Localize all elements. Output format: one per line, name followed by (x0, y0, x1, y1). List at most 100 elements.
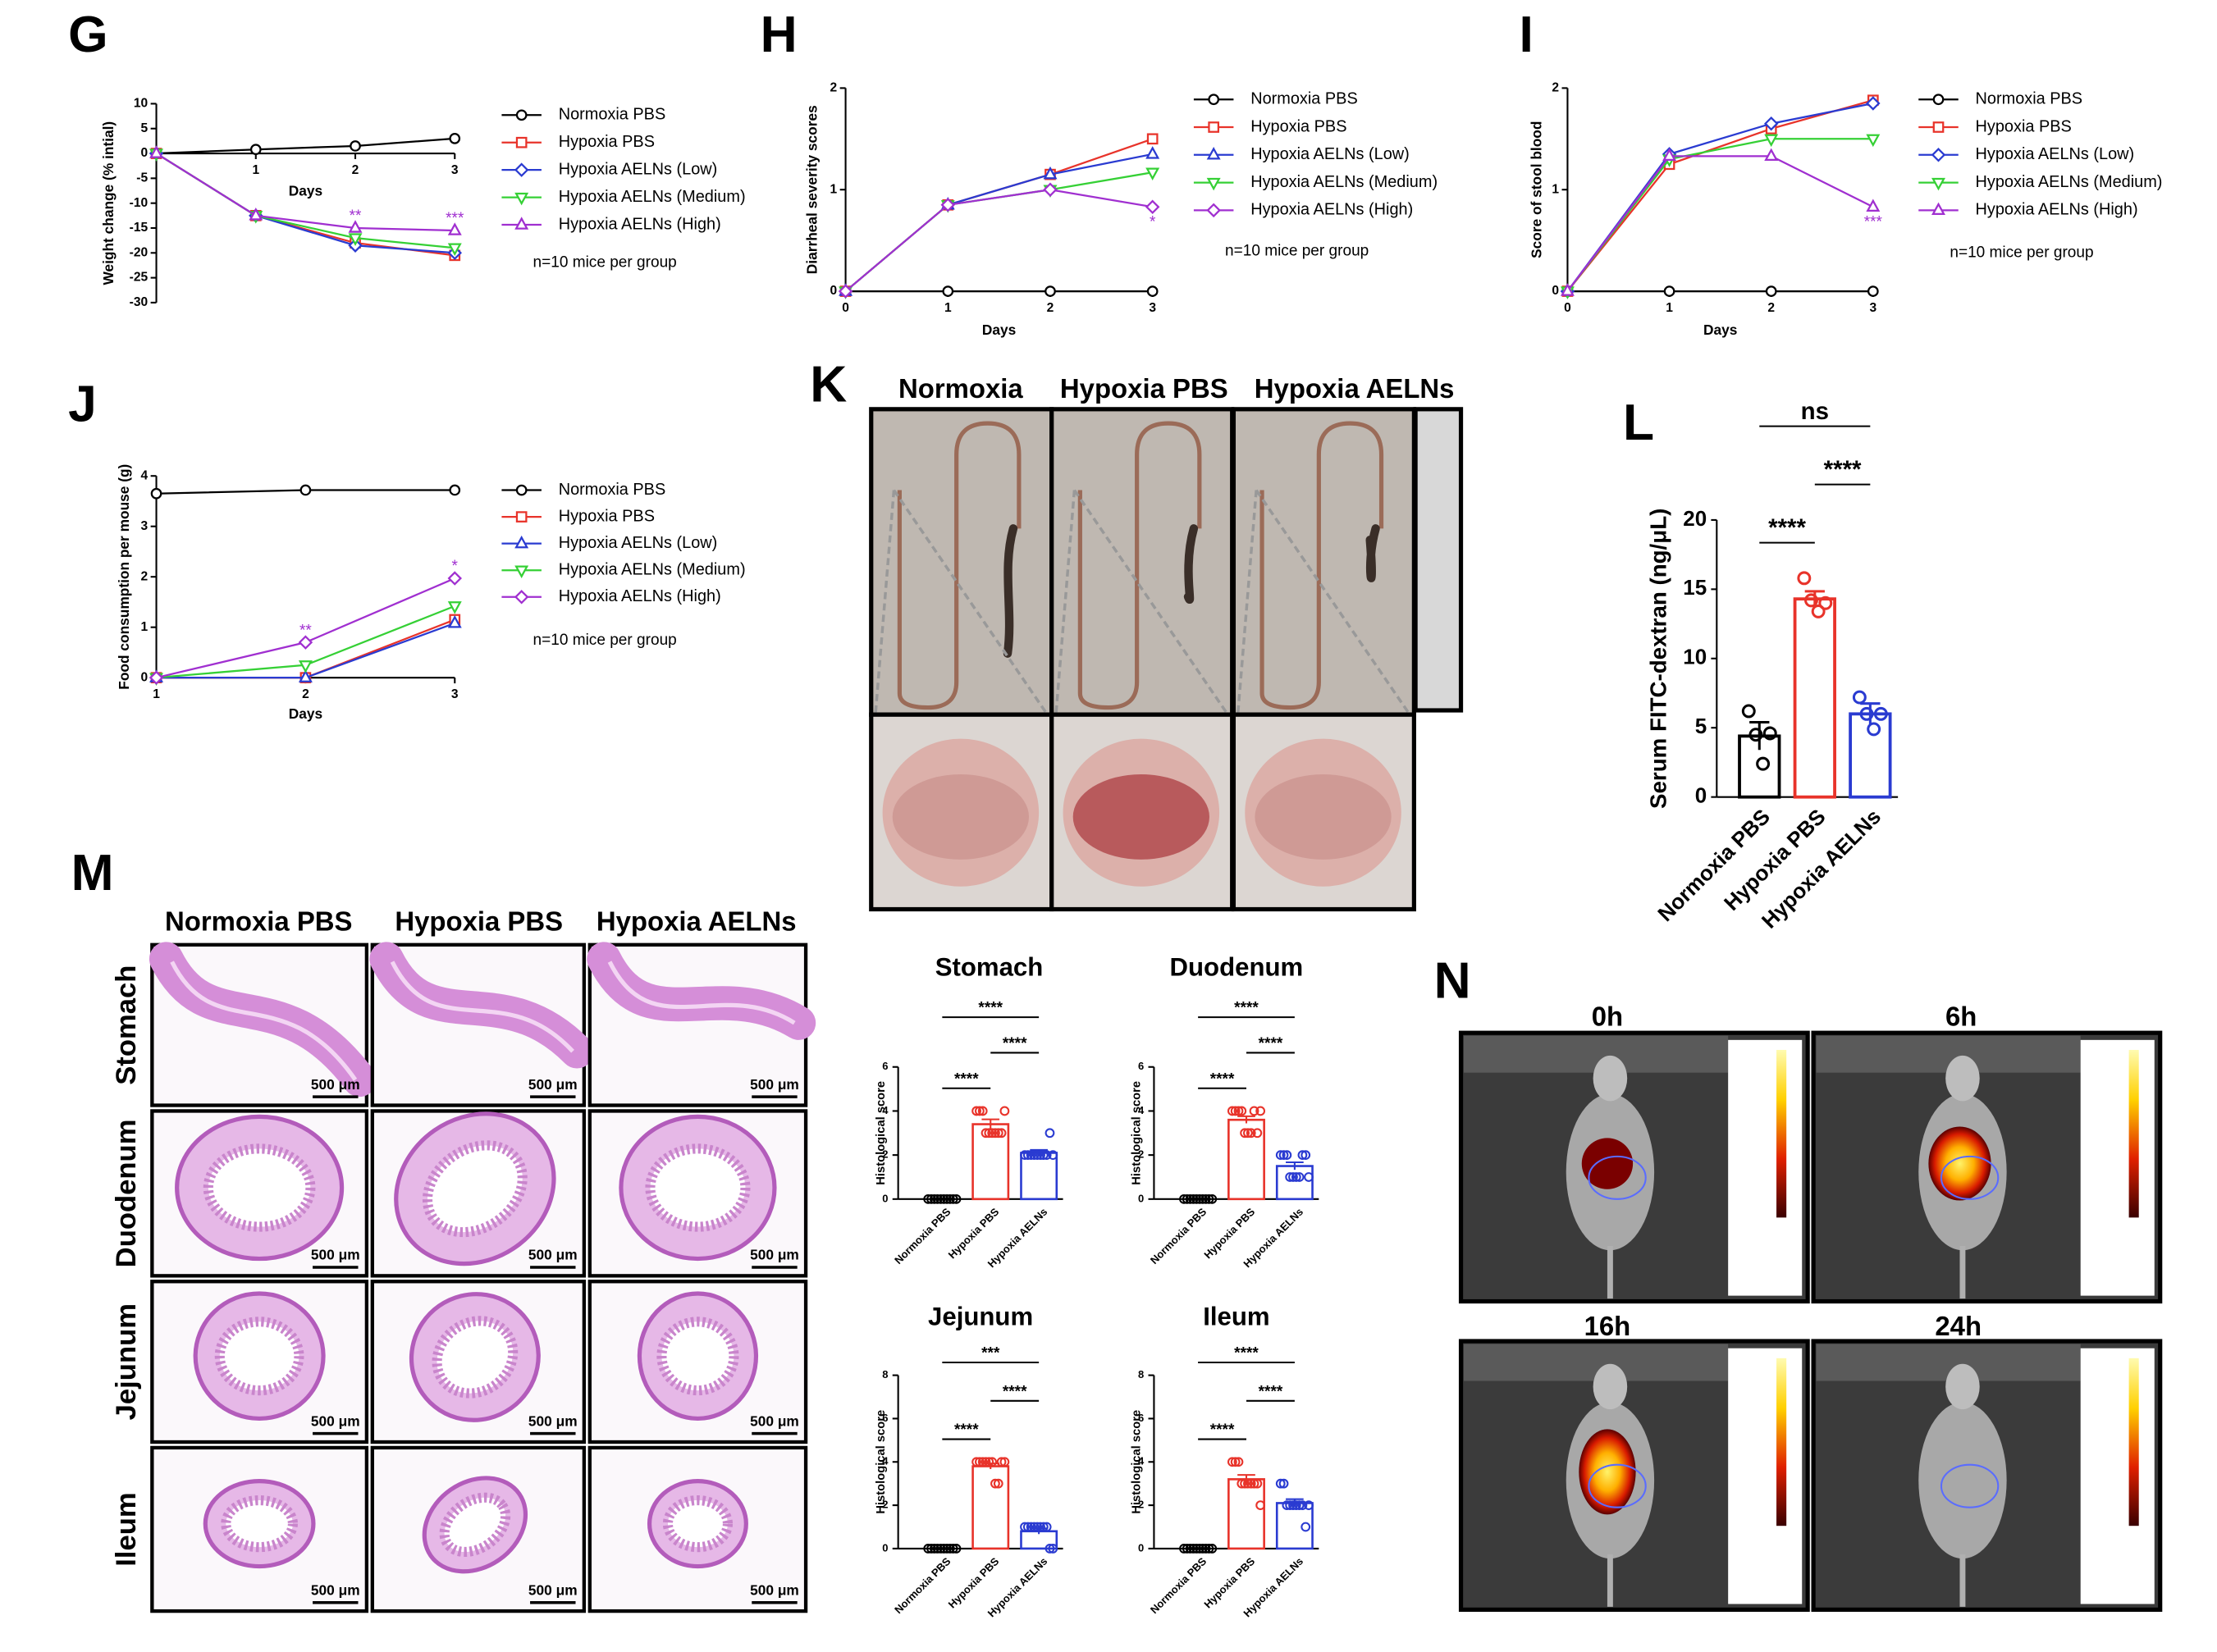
x-tick-label: 0 (842, 301, 849, 315)
colorbar (1776, 1049, 1787, 1218)
tissue-lumen (656, 1317, 739, 1396)
x-axis-label: Days (1703, 322, 1737, 338)
data-point (996, 1128, 1007, 1139)
tissue-lumen (221, 1495, 298, 1553)
data-point (1291, 1172, 1301, 1182)
series-line (156, 137, 455, 155)
x-tick-label: 1 (153, 687, 160, 701)
legend-label: Hypoxia PBS (559, 507, 655, 525)
roi (1588, 1155, 1647, 1200)
data-point (977, 1457, 988, 1467)
data-point (1243, 1128, 1253, 1139)
data-point (1300, 1150, 1311, 1161)
data-point (971, 1106, 981, 1116)
significance: **** (1210, 1422, 1235, 1439)
y-tick-label: 8 (1138, 1368, 1144, 1380)
significance: *** (446, 210, 464, 227)
y-tick-label: 10 (1683, 645, 1707, 669)
scale-bar-label: 500 μm (528, 1412, 578, 1429)
y-tick-label: 2 (882, 1148, 888, 1161)
data-point (1748, 728, 1763, 742)
panel-letter: G (68, 7, 107, 63)
data-point (1146, 285, 1159, 297)
error-bar (1749, 720, 1770, 751)
data-point (1297, 1500, 1308, 1510)
data-point (447, 614, 462, 628)
panel-letter: K (810, 356, 847, 413)
data-point (1818, 596, 1833, 610)
data-point (447, 571, 463, 586)
error-bar (1237, 1115, 1255, 1124)
y-tick-label: 0 (882, 1192, 888, 1204)
legend-marker (1206, 203, 1221, 218)
data-point (1764, 148, 1779, 162)
legend-label: Hypoxia AELNs (High) (1250, 201, 1413, 219)
y-tick-label: 20 (1683, 506, 1707, 531)
x-tick-label: 0 (1564, 301, 1571, 315)
data-point (1045, 1128, 1055, 1139)
y-tick-label: 0 (830, 284, 838, 298)
y-tick-label: 2 (140, 569, 148, 583)
data-point (1207, 1193, 1218, 1204)
data-point (996, 1457, 1007, 1467)
data-point (940, 198, 956, 212)
data-point (249, 144, 262, 156)
data-point (1188, 1544, 1199, 1554)
legend-label: Hypoxia AELNs (Medium) (559, 188, 746, 206)
data-point (1278, 1150, 1289, 1161)
data-point (1182, 1193, 1192, 1204)
tissue-lumen (170, 961, 358, 1081)
tissue-lumen (203, 1143, 316, 1232)
scale-bar-label: 500 μm (750, 1412, 799, 1429)
data-point (1859, 706, 1874, 721)
data-point (1191, 1544, 1202, 1554)
y-axis-label: Food consumption per mouse (g) (116, 464, 132, 690)
data-point (1204, 1193, 1214, 1204)
x-axis-label: Days (289, 705, 322, 722)
legend-marker (1932, 94, 1945, 106)
time-label: 6h (1945, 1002, 1977, 1032)
data-point (1866, 199, 1881, 212)
colorbar-panel (1728, 1039, 1803, 1296)
intestine (897, 421, 1022, 710)
x-tick-label: 3 (1149, 301, 1156, 315)
data-point (1045, 1544, 1055, 1554)
data-point (1145, 199, 1160, 215)
y-tick-label: 6 (1138, 1412, 1144, 1424)
data-point (1197, 1544, 1208, 1554)
y-tick-label: 1 (1552, 182, 1559, 196)
panel-letter: M (71, 845, 114, 901)
y-tick-label: 4 (1138, 1455, 1145, 1467)
y-axis-label: Histological score (1131, 1081, 1144, 1185)
data-point (1764, 134, 1779, 148)
x-tick-label: 3 (451, 687, 459, 701)
tissue-inner (1072, 774, 1209, 860)
legend-marker (1208, 121, 1220, 133)
significance: * (452, 558, 459, 575)
legend-marker (514, 565, 529, 579)
y-tick-label: 0 (1695, 783, 1707, 808)
data-point (990, 1478, 1000, 1489)
panel-letter: N (1434, 953, 1471, 1010)
series-line (1566, 102, 1874, 292)
legend-marker (1932, 121, 1945, 133)
data-point (923, 1193, 934, 1204)
y-axis-label: Diarrheal severity scores (803, 105, 820, 274)
data-point (1249, 1478, 1259, 1489)
data-point (1852, 690, 1867, 705)
data-point (1249, 1106, 1259, 1116)
y-tick-label: 0 (1138, 1541, 1144, 1554)
data-point (935, 1544, 946, 1554)
time-label: 0h (1592, 1002, 1623, 1032)
data-point (977, 1106, 988, 1116)
data-point (987, 1128, 998, 1139)
data-point (1035, 1522, 1045, 1532)
tissue-lumen (607, 961, 796, 1025)
data-point (1191, 1193, 1202, 1204)
significance: **** (1210, 1070, 1235, 1088)
data-point (926, 1544, 936, 1554)
x-tick-label: 1 (252, 163, 259, 177)
chart-title: Stomach (935, 952, 1044, 981)
data-point (1230, 1106, 1241, 1116)
colon (1003, 524, 1018, 658)
